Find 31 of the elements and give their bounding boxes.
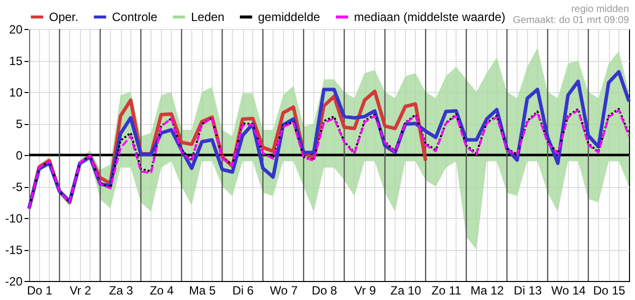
x-tick-label: Ma 12 (470, 284, 504, 298)
legend-label: Leden (191, 10, 224, 24)
x-tick-label: Za 3 (109, 284, 134, 298)
x-tick-label: Do 15 (593, 284, 626, 298)
x-tick-label: Zo 4 (150, 284, 174, 298)
y-tick-label: 15 (9, 54, 23, 68)
x-tick-label: Wo 7 (270, 284, 298, 298)
x-tick-label: Di 13 (514, 284, 542, 298)
text: regio midden (571, 4, 629, 15)
x-tick-label: Vr 9 (354, 284, 376, 298)
x-tick-label: Za 10 (390, 284, 422, 298)
x-tick-label: Vr 2 (70, 284, 92, 298)
text: Gemaakt: do 01 mrt 09:09 (512, 15, 630, 26)
x-tick-label: Wo 14 (551, 284, 586, 298)
x-tick-label: Di 6 (232, 284, 254, 298)
legend-label: mediaan (middelste waarde) (354, 10, 506, 24)
y-tick-label: 0 (16, 148, 23, 162)
y-tick-label: 5 (16, 117, 23, 131)
y-tick-label: 20 (9, 22, 23, 36)
y-tick-label: -20 (5, 274, 23, 288)
y-tick-label: 10 (9, 86, 23, 100)
x-tick-label: Do 8 (312, 284, 338, 298)
y-tick-label: -10 (5, 212, 23, 226)
y-tick-label: -5 (12, 180, 23, 194)
legend-label: Controle (112, 10, 158, 24)
x-tick-label: Zo 11 (432, 284, 462, 298)
y-tick-label: -15 (5, 243, 23, 257)
legend-label: gemiddelde (258, 10, 320, 24)
x-tick-label: Do 1 (26, 284, 53, 298)
legend-label: Oper. (49, 10, 78, 24)
x-tick-label: Ma 5 (189, 284, 216, 298)
